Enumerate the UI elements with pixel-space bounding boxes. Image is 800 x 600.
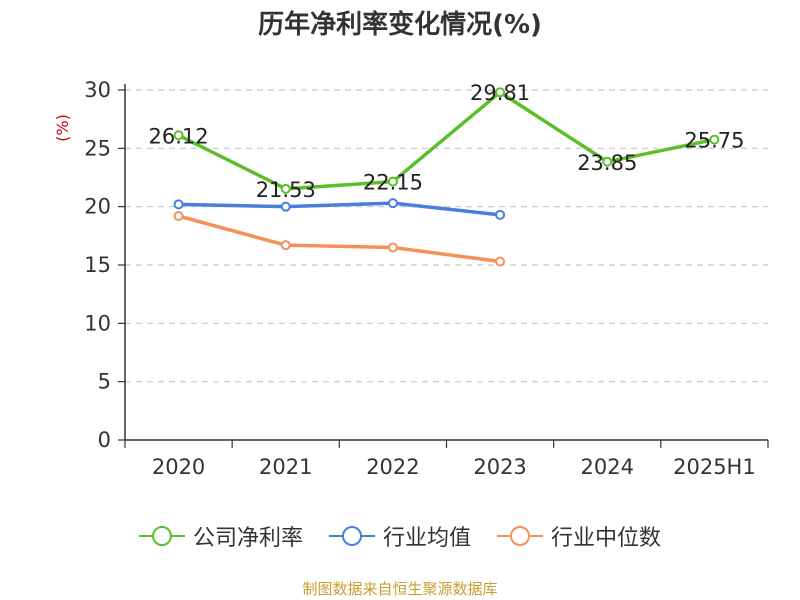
legend: 公司净利率 行业均值 行业中位数 — [0, 520, 800, 552]
data-point-industry-avg — [280, 201, 291, 212]
data-point-company — [387, 176, 398, 187]
y-axis-label: (%) — [53, 114, 72, 142]
y-tick-label: 5 — [98, 370, 111, 394]
series-line-company — [177, 90, 715, 191]
legend-item-industry-median[interactable]: 行业中位数 — [497, 520, 661, 552]
data-point-industry-median — [173, 211, 184, 221]
data-label-company: 22.15 — [363, 171, 423, 195]
data-point-industry-avg — [495, 209, 506, 220]
x-tick-label: 2024 — [581, 455, 634, 479]
data-point-industry-median — [495, 256, 506, 267]
data-point-company — [602, 156, 613, 167]
data-label-company: 29.81 — [470, 81, 530, 105]
data-point-company — [173, 130, 184, 141]
chart-title: 历年净利率变化情况(%) — [258, 10, 542, 40]
data-label-company: 21.53 — [256, 178, 316, 202]
y-tick-label: 25 — [84, 136, 111, 160]
data-label-company: 23.85 — [577, 151, 637, 175]
series-line-industry-avg — [178, 201, 501, 217]
y-tick-label: 30 — [84, 78, 111, 102]
legend-item-company[interactable]: 公司净利率 — [138, 520, 303, 552]
y-tick-label: 10 — [84, 311, 111, 335]
data-point-industry-median — [387, 242, 398, 253]
legend-marker-company — [138, 526, 185, 546]
data-point-company — [495, 87, 506, 98]
data-label-company: 26.12 — [149, 124, 209, 148]
y-tick-label: 0 — [98, 428, 111, 452]
y-tick-label: 15 — [84, 253, 111, 277]
data-label-company: 25.75 — [684, 129, 744, 153]
legend-label-company: 公司净利率 — [192, 526, 303, 551]
y-tick-label: 20 — [84, 195, 111, 219]
legend-label-industry-avg: 行业均值 — [382, 526, 471, 551]
series-line-industry-median — [178, 214, 501, 264]
x-tick-label: 2021 — [259, 455, 312, 479]
x-tick-label: 2020 — [152, 455, 205, 479]
data-point-industry-avg — [387, 198, 398, 209]
legend-label-industry-median: 行业中位数 — [551, 526, 662, 551]
legend-item-industry-avg[interactable]: 行业均值 — [328, 520, 471, 552]
legend-marker-industry-median — [497, 526, 543, 546]
x-tick-label: 2025H1 — [673, 455, 756, 479]
x-tick-label: 2022 — [366, 455, 419, 479]
x-tick-label: 2023 — [473, 455, 526, 479]
data-point-company — [280, 183, 291, 194]
source-note: 制图数据来自恒生聚源数据库 — [302, 580, 498, 598]
data-point-company — [709, 134, 720, 145]
data-point-industry-avg — [173, 199, 184, 210]
legend-marker-industry-avg — [328, 526, 375, 546]
data-point-industry-median — [280, 240, 291, 251]
